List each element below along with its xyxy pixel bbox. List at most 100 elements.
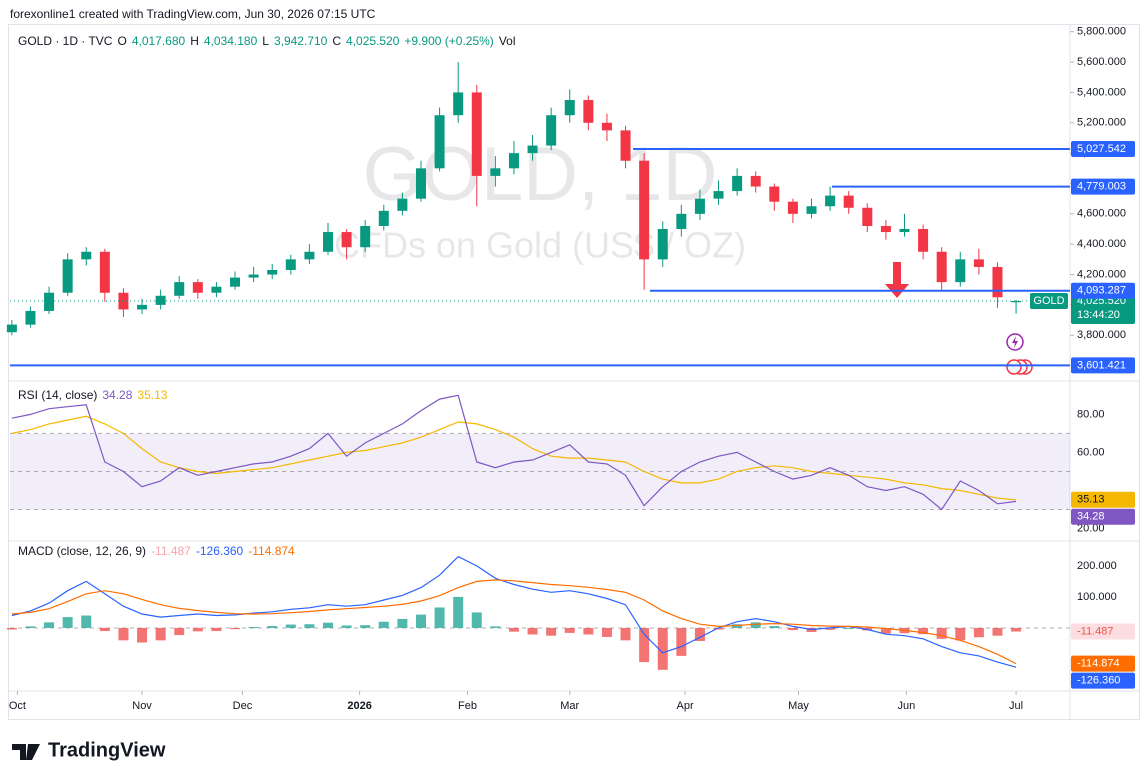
y-tick-label: 5,800.000	[1077, 26, 1126, 38]
candle-body	[992, 266, 1003, 298]
legend-text: 34.28	[102, 388, 132, 402]
candle-body	[862, 207, 873, 226]
level-label: 4,093.287	[1077, 285, 1126, 297]
candle-body	[230, 277, 241, 287]
histogram-bar	[639, 627, 650, 663]
y-tick-label: 5,200.000	[1077, 117, 1126, 129]
x-tick-label: Jul	[1009, 700, 1023, 712]
y-tick-label: 20.00	[1077, 522, 1105, 534]
candle-body	[843, 195, 854, 208]
histogram-bar	[694, 627, 705, 641]
histogram-bar	[918, 627, 929, 635]
frame	[8, 24, 1140, 720]
candle-body	[174, 282, 185, 296]
histogram-bar	[620, 627, 631, 641]
histogram-bar	[471, 612, 482, 628]
histogram-bar	[992, 627, 1003, 636]
candle-body	[750, 175, 761, 187]
histogram-bar	[1011, 627, 1022, 632]
histogram-bar	[25, 626, 36, 628]
x-tick-label: 2026	[347, 700, 371, 712]
level-label: 4,779.003	[1077, 181, 1126, 193]
y-tick-label: 80.00	[1077, 408, 1105, 420]
macd-axis-label: -11.487	[1077, 625, 1114, 637]
histogram-bar	[434, 607, 445, 628]
histogram-bar	[341, 625, 352, 628]
histogram-bar	[713, 627, 724, 630]
brand-logo	[12, 744, 40, 760]
y-tick-label: 100.000	[1077, 591, 1117, 603]
histogram-bar	[936, 627, 947, 639]
y-tick-label: 60.00	[1077, 446, 1105, 458]
candle-body	[1011, 301, 1022, 303]
rsi-axis-label: 34.28	[1077, 511, 1105, 523]
histogram-bar	[304, 624, 315, 628]
candle-body	[657, 229, 668, 260]
histogram-bar	[192, 627, 203, 632]
legend-text: 3,942.710	[274, 34, 328, 48]
histogram-bar	[825, 627, 836, 630]
candle-body	[304, 251, 315, 260]
histogram-bar	[397, 618, 408, 628]
candle-body	[546, 115, 557, 146]
legend-text: L	[262, 34, 269, 48]
candle-body	[955, 259, 966, 283]
candle-body	[880, 225, 891, 233]
legend-text: -114.874	[248, 544, 295, 558]
histogram-bar	[285, 624, 296, 628]
candle-body	[118, 292, 129, 310]
legend-text: O	[117, 34, 126, 48]
histogram-bar	[787, 627, 798, 631]
macd-axis-label: -126.360	[1077, 674, 1120, 686]
event-flag	[1006, 359, 1022, 375]
rsi-line	[11, 394, 1017, 511]
histogram-bar	[378, 621, 389, 628]
candle-body	[527, 145, 538, 154]
candle-body	[676, 213, 687, 230]
candle-body	[397, 198, 408, 211]
histogram-bar	[211, 627, 222, 632]
candle-body	[620, 130, 631, 161]
legend-text: 4,025.520	[346, 34, 400, 48]
candle-body	[508, 153, 519, 169]
level-label-bg	[1071, 282, 1135, 299]
histogram-bar	[546, 627, 557, 636]
histogram-bar	[415, 614, 426, 628]
candle-body	[99, 251, 110, 293]
histogram-bar	[769, 626, 780, 628]
x-tick-label: Nov	[132, 700, 152, 712]
candle-body	[899, 229, 910, 233]
histogram-bar	[81, 615, 92, 628]
histogram-bar	[99, 627, 110, 632]
legend-text: Vol	[499, 34, 516, 48]
x-tick-label: Feb	[458, 700, 477, 712]
histogram-bar	[657, 627, 668, 670]
candle-body	[471, 92, 482, 176]
legend-text: GOLD · 1D · TVC	[18, 34, 113, 48]
candle-body	[787, 201, 798, 214]
histogram-bar	[155, 627, 166, 641]
histogram-bar	[880, 627, 891, 634]
candle-body	[453, 92, 464, 116]
histogram-bar	[955, 627, 966, 641]
candle-body	[973, 259, 984, 267]
candle-body	[323, 232, 333, 252]
histogram-bar	[118, 627, 129, 641]
level-label-bg	[1071, 178, 1135, 195]
histogram-bar	[843, 627, 854, 629]
candle-body	[583, 100, 594, 123]
x-tick-label: Jun	[897, 700, 915, 712]
rsi-axis-label-bg	[1071, 491, 1135, 508]
candle-body	[713, 191, 724, 199]
histogram-bar	[508, 627, 519, 632]
candle-body	[267, 269, 278, 275]
candle-body	[806, 206, 817, 214]
candle-body	[62, 259, 73, 293]
last-price-bg	[1071, 292, 1135, 325]
histogram-bar	[230, 627, 241, 630]
candle-body	[211, 286, 222, 293]
histogram-bar	[564, 627, 575, 633]
candle-body	[732, 175, 743, 192]
level-label-bg	[1071, 357, 1135, 374]
